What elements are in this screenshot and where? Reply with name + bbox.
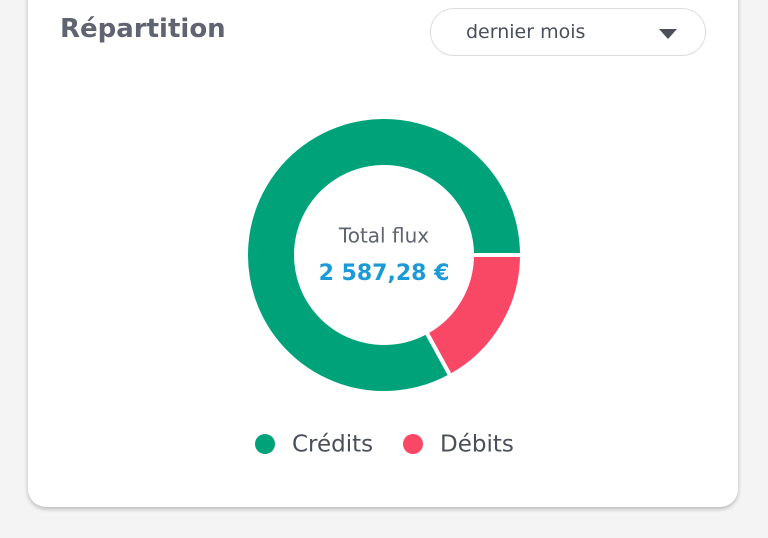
donut-segment <box>423 253 525 379</box>
card <box>28 0 738 507</box>
legend-dot <box>403 434 423 454</box>
legend-label: Crédits <box>292 432 373 458</box>
period-select-label: dernier mois <box>466 21 586 43</box>
center-value: 2 587,28 € <box>319 261 450 286</box>
period-select[interactable]: dernier mois <box>430 8 706 56</box>
legend-label: Débits <box>440 432 514 458</box>
legend-dot <box>255 434 275 454</box>
card-title: Répartition <box>60 14 226 44</box>
center-label: Total flux <box>338 224 429 248</box>
dropdown-arrow <box>659 29 677 39</box>
donut-segment <box>244 115 525 395</box>
